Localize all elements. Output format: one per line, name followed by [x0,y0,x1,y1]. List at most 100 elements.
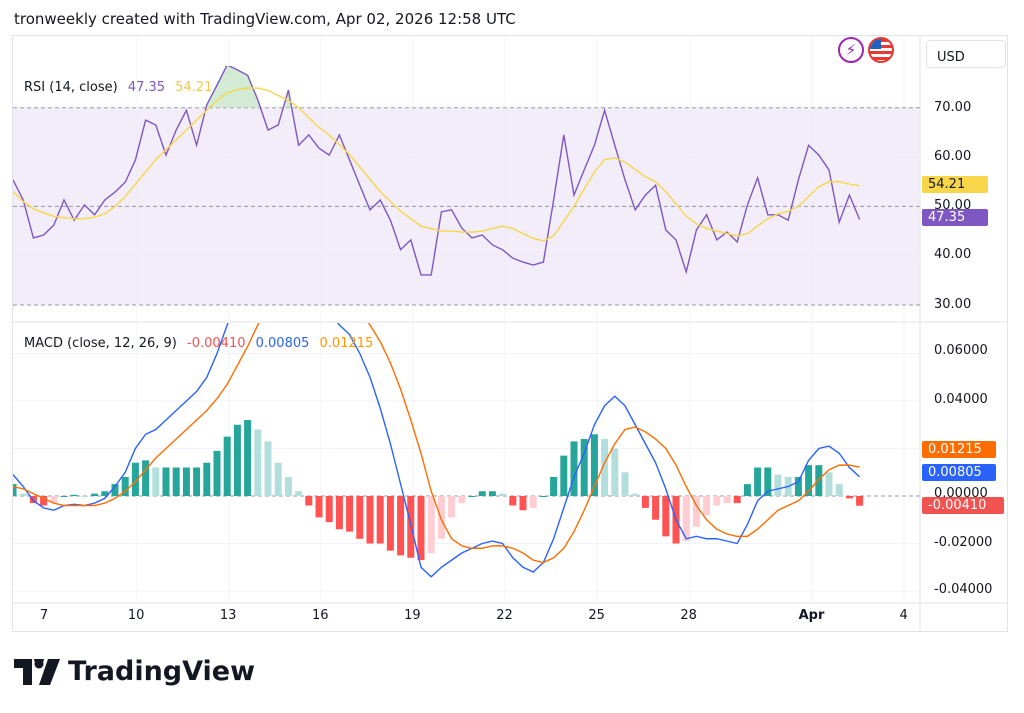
histogram-bar [662,496,670,537]
histogram-bar [80,496,88,497]
histogram-bar [305,496,313,506]
histogram-bar [539,496,547,497]
histogram-bar [580,439,588,496]
histogram-bar [162,467,170,496]
histogram-bar [723,496,731,504]
histogram-bar [182,467,190,496]
rsi-price-tag: 47.35 [922,209,988,226]
histogram-bar [376,496,384,544]
x-axis-tick: 4 [899,608,908,623]
hist-legend-value: -0.00410 [187,336,246,351]
rsi-axis-tick: 70.00 [934,100,972,115]
macd-axis-tick: 0.06000 [934,343,988,358]
histogram-bar [815,465,823,496]
histogram-bar [601,439,609,496]
histogram-bar [121,477,129,496]
histogram-bar [692,496,700,527]
histogram-bar [774,474,782,496]
histogram-bar [284,477,292,496]
x-axis-tick: 28 [680,608,697,623]
histogram-bar [397,496,405,556]
histogram-bar [386,496,394,551]
rsi-ma-legend-value: 54.21 [175,80,213,95]
histogram-bar [713,496,721,506]
histogram-bar [19,493,27,496]
us-flag-icon[interactable] [868,37,894,63]
macd-legend: MACD (close, 12, 26, 9) -0.00410 0.00805… [24,336,379,351]
currency-label[interactable]: USD [926,40,1006,68]
x-axis-tick: 7 [39,608,49,623]
signal-line [13,323,860,564]
rsi-axis-tick: 30.00 [934,297,972,312]
rsi-axis-tick: 40.00 [934,247,972,262]
rsi-overbought-fill [206,66,292,108]
histogram-bar [529,496,537,508]
rsi-ma-line [13,87,860,242]
histogram-bar [458,496,466,504]
histogram-bar [295,491,303,496]
histogram-bar [743,484,751,496]
histogram-bar [233,424,241,496]
histogram-bar [631,493,639,496]
tradingview-brand[interactable]: TradingView [14,656,255,687]
histogram-bar [315,496,323,518]
histogram-bar [101,491,109,496]
histogram-bar [50,496,58,504]
lightning-sparkle-icon[interactable]: ⚡ [838,37,864,63]
histogram-bar [13,484,17,496]
histogram-bar [754,467,762,496]
rsi-ma-price-tag: 54.21 [922,176,988,193]
chart-frame [12,35,1008,632]
histogram-bar [223,436,231,496]
rsi-band-fill [13,107,920,305]
histogram-bar [468,496,476,497]
histogram-bar [335,496,343,530]
histogram-bar [70,494,78,496]
rsi-axis-tick: 60.00 [934,149,972,164]
histogram-bar [203,462,211,496]
rsi-legend-value: 47.35 [127,80,166,95]
histogram-bar [356,496,364,539]
histogram-bar [60,496,68,497]
macd-legend-value: 0.00805 [255,336,310,351]
macd-axis-tick: 0.04000 [934,392,988,407]
histogram-bar [835,484,843,496]
macd-price-tag: 0.00805 [922,464,996,481]
histogram-bar [764,467,772,496]
histogram-bar [845,496,853,499]
histogram-price-tag: -0.00410 [922,497,1004,514]
macd-axis-tick: -0.02000 [934,535,993,550]
histogram-bar [40,496,48,506]
histogram-bar [805,465,813,496]
histogram-bar [91,493,99,496]
x-axis-tick: 10 [127,608,145,623]
histogram-bar [652,496,660,520]
histogram-bar [621,472,629,496]
icon-group: ⚡ [838,37,894,63]
rsi-legend: RSI (14, close) 47.35 54.21 [24,80,218,95]
x-axis-tick: Apr [798,608,825,623]
rsi-line [13,66,861,276]
histogram-bar [825,472,833,496]
histogram-bar [509,496,517,506]
histogram-bar [142,460,150,496]
x-axis-tick: 13 [219,608,237,623]
histogram-bar [488,491,496,496]
brand-name: TradingView [68,656,256,687]
histogram-bar [254,429,262,496]
histogram-bar [550,477,558,496]
histogram-bar [172,467,180,496]
histogram-bar [193,467,201,496]
histogram-bar [111,484,119,496]
histogram-bar [794,477,802,496]
histogram-bar [366,496,374,544]
histogram-bar [499,493,507,496]
histogram-bar [417,496,425,561]
signal-legend-value: 0.01215 [319,336,374,351]
histogram-bar [448,496,456,518]
histogram-bar [437,496,445,539]
macd-title: MACD (close, 12, 26, 9) [24,336,177,351]
tradingview-logo-icon [14,658,60,685]
histogram-bar [131,462,139,496]
